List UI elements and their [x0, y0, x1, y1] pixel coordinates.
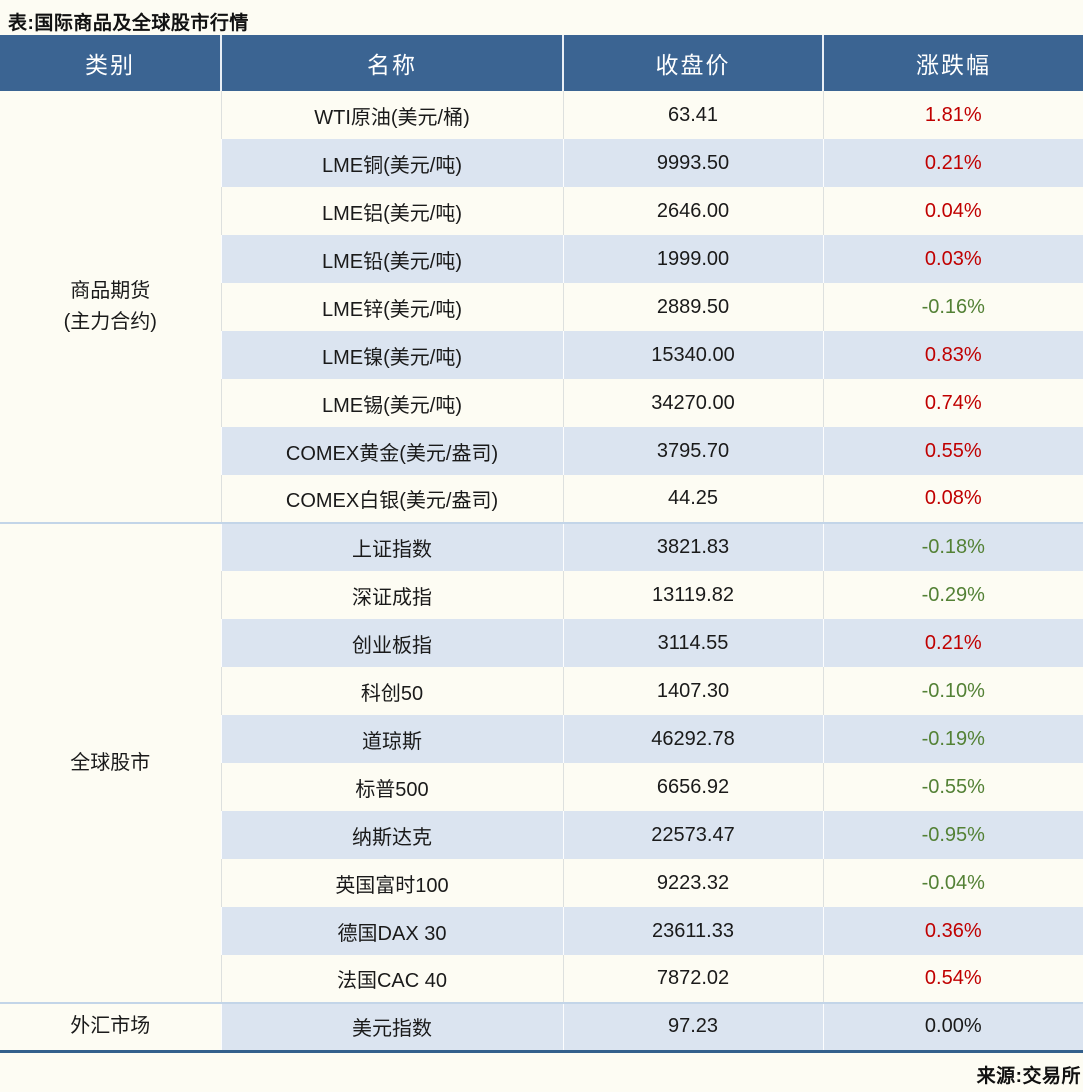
change-percent: 1.81% [822, 91, 1083, 139]
table-row: 德国DAX 30 23611.33 0.36% [0, 907, 1083, 955]
table-row: LME镍(美元/吨) 15340.00 0.83% [0, 331, 1083, 379]
category-line: (主力合约) [63, 310, 157, 333]
instrument-name: LME锡(美元/吨) [220, 379, 563, 427]
table-row: 外汇市场 美元指数 97.23 0.00% [0, 1002, 1083, 1051]
close-price: 46292.78 [562, 715, 823, 763]
table-row: LME铝(美元/吨) 2646.00 0.04% [0, 187, 1083, 235]
instrument-name: WTI原油(美元/桶) [220, 91, 563, 139]
change-percent: 0.36% [822, 907, 1083, 955]
close-price: 34270.00 [562, 379, 823, 427]
table-row: COMEX黄金(美元/盎司) 3795.70 0.55% [0, 427, 1083, 475]
change-percent: 0.21% [822, 619, 1083, 667]
table-row: LME锡(美元/吨) 34270.00 0.74% [0, 379, 1083, 427]
change-percent: -0.10% [822, 667, 1083, 715]
close-price: 44.25 [562, 475, 823, 523]
close-price: 1407.30 [562, 667, 823, 715]
close-price: 3795.70 [562, 427, 823, 475]
header-close: 收盘价 [562, 35, 823, 91]
category-cell-forex: 外汇市场 [0, 1002, 221, 1051]
table-row: 英国富时100 9223.32 -0.04% [0, 859, 1083, 907]
change-percent: -0.04% [822, 859, 1083, 907]
instrument-name: 英国富时100 [220, 859, 563, 907]
change-percent: -0.18% [822, 522, 1083, 571]
change-percent: 0.74% [822, 379, 1083, 427]
close-price: 3114.55 [562, 619, 823, 667]
table-row: LME锌(美元/吨) 2889.50 -0.16% [0, 283, 1083, 331]
category-line: 全球股市 [70, 751, 151, 774]
close-price: 9223.32 [562, 859, 823, 907]
change-percent: -0.29% [822, 571, 1083, 619]
instrument-name: 纳斯达克 [220, 811, 563, 859]
close-price: 23611.33 [562, 907, 823, 955]
change-percent: 0.54% [822, 955, 1083, 1003]
change-percent: -0.55% [822, 763, 1083, 811]
table-row: COMEX白银(美元/盎司) 44.25 0.08% [0, 475, 1083, 523]
instrument-name: COMEX白银(美元/盎司) [220, 475, 563, 523]
close-price: 2646.00 [562, 187, 823, 235]
change-percent: 0.00% [822, 1002, 1083, 1051]
change-percent: 0.55% [822, 427, 1083, 475]
category-line: 商品期货 [70, 279, 151, 302]
instrument-name: COMEX黄金(美元/盎司) [220, 427, 563, 475]
instrument-name: 美元指数 [220, 1002, 563, 1051]
source-note: 来源:交易所 [976, 1065, 1081, 1087]
close-price: 15340.00 [562, 331, 823, 379]
instrument-name: 上证指数 [220, 522, 563, 571]
instrument-name: 标普500 [220, 763, 563, 811]
close-price: 7872.02 [562, 955, 823, 1003]
header-name: 名称 [220, 35, 563, 91]
table-row: 全球股市 上证指数 3821.83 -0.18% [0, 522, 1083, 1003]
instrument-name: 德国DAX 30 [220, 907, 563, 955]
table-row: LME铅(美元/吨) 1999.00 0.03% [0, 235, 1083, 283]
instrument-name: 创业板指 [220, 619, 563, 667]
header-row: 类别 名称 收盘价 涨跌幅 [0, 35, 1083, 91]
instrument-name: LME镍(美元/吨) [220, 331, 563, 379]
table-row: 商品期货 (主力合约) WTI原油(美元/桶) 63.41 1.81% [0, 91, 1083, 523]
close-price: 63.41 [562, 91, 823, 139]
category-cell-global-stocks: 全球股市 [0, 522, 221, 1003]
change-percent: 0.21% [822, 139, 1083, 187]
change-percent: 0.04% [822, 187, 1083, 235]
table-row: 创业板指 3114.55 0.21% [0, 619, 1083, 667]
instrument-name: 深证成指 [220, 571, 563, 619]
instrument-name: LME铜(美元/吨) [220, 139, 563, 187]
instrument-name: 法国CAC 40 [220, 955, 563, 1003]
change-percent: -0.95% [822, 811, 1083, 859]
change-percent: 0.83% [822, 331, 1083, 379]
page-title: 表:国际商品及全球股市行情 [8, 13, 249, 34]
table-row: LME铜(美元/吨) 9993.50 0.21% [0, 139, 1083, 187]
table-row: 道琼斯 46292.78 -0.19% [0, 715, 1083, 763]
instrument-name: 科创50 [220, 667, 563, 715]
close-price: 22573.47 [562, 811, 823, 859]
header-change: 涨跌幅 [822, 35, 1083, 91]
change-percent: -0.19% [822, 715, 1083, 763]
change-percent: -0.16% [822, 283, 1083, 331]
close-price: 3821.83 [562, 522, 823, 571]
close-price: 1999.00 [562, 235, 823, 283]
close-price: 13119.82 [562, 571, 823, 619]
close-price: 6656.92 [562, 763, 823, 811]
table-row: 纳斯达克 22573.47 -0.95% [0, 811, 1083, 859]
instrument-name: LME锌(美元/吨) [220, 283, 563, 331]
table-row: 科创50 1407.30 -0.10% [0, 667, 1083, 715]
table-row: 深证成指 13119.82 -0.29% [0, 571, 1083, 619]
table-row: 标普500 6656.92 -0.55% [0, 763, 1083, 811]
category-line: 外汇市场 [70, 1015, 151, 1038]
close-price: 9993.50 [562, 139, 823, 187]
close-price: 97.23 [562, 1002, 823, 1051]
instrument-name: LME铝(美元/吨) [220, 187, 563, 235]
category-cell-commodities: 商品期货 (主力合约) [0, 91, 221, 523]
header-category: 类别 [0, 35, 221, 91]
change-percent: 0.08% [822, 475, 1083, 523]
market-table: 类别 名称 收盘价 涨跌幅 商品期货 (主力合约) WTI原油(美元/桶) 63… [0, 35, 1083, 1053]
close-price: 2889.50 [562, 283, 823, 331]
table-row: 法国CAC 40 7872.02 0.54% [0, 955, 1083, 1003]
instrument-name: LME铅(美元/吨) [220, 235, 563, 283]
change-percent: 0.03% [822, 235, 1083, 283]
instrument-name: 道琼斯 [220, 715, 563, 763]
